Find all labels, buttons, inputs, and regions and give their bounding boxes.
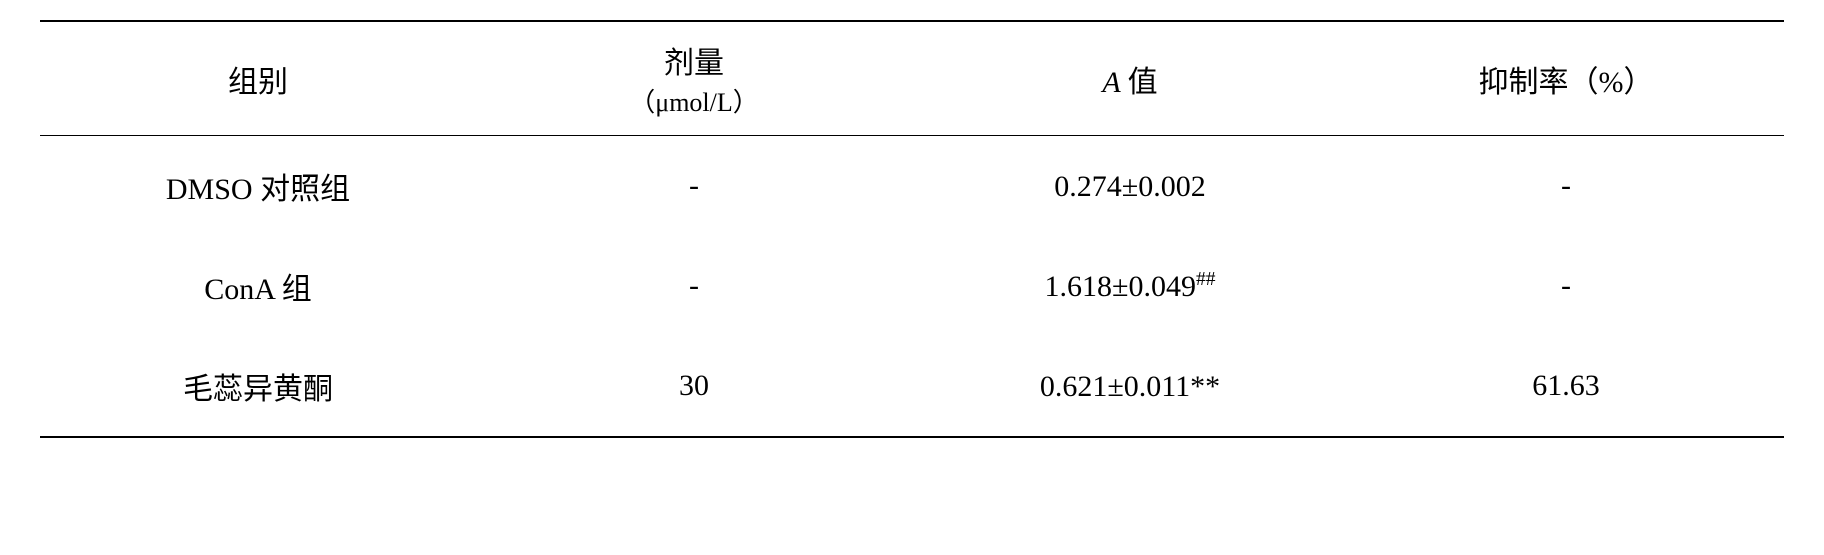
- col-header-dose-unit: （μmol/L）: [629, 88, 759, 117]
- col-header-a-label: 值: [1128, 66, 1158, 99]
- cell-a-value-sup: ##: [1196, 269, 1216, 290]
- cell-group: 毛蕊异黄酮: [40, 336, 476, 437]
- col-header-a-value: A 值: [912, 21, 1348, 136]
- col-header-a-prefix: A: [1102, 66, 1127, 99]
- cell-group: DMSO 对照组: [40, 136, 476, 237]
- col-header-group-label: 组别: [228, 66, 288, 99]
- cell-dose: -: [476, 136, 912, 237]
- cell-dose: -: [476, 236, 912, 336]
- table-row: 毛蕊异黄酮 30 0.621±0.011** 61.63: [40, 336, 1784, 437]
- cell-group: ConA 组: [40, 236, 476, 336]
- cell-inhibition: -: [1348, 236, 1784, 336]
- data-table: 组别 剂量 （μmol/L） A 值 抑制率（%） DMSO 对照组 - 0.2…: [40, 20, 1784, 438]
- cell-inhibition: 61.63: [1348, 336, 1784, 437]
- cell-inhibition: -: [1348, 136, 1784, 237]
- col-header-group: 组别: [40, 21, 476, 136]
- col-header-inhibition-label: 抑制率（%）: [1479, 66, 1654, 99]
- cell-a-value-text: 0.274±0.002: [1054, 170, 1205, 203]
- table-row: DMSO 对照组 - 0.274±0.002 -: [40, 136, 1784, 237]
- col-header-inhibition: 抑制率（%）: [1348, 21, 1784, 136]
- cell-a-value-text: 1.618±0.049: [1045, 270, 1196, 303]
- cell-dose: 30: [476, 336, 912, 437]
- table-row: ConA 组 - 1.618±0.049## -: [40, 236, 1784, 336]
- cell-a-value: 0.274±0.002: [912, 136, 1348, 237]
- col-header-dose-label: 剂量: [664, 47, 724, 80]
- cell-a-value: 0.621±0.011**: [912, 336, 1348, 437]
- cell-a-value-text: 0.621±0.011**: [1040, 370, 1220, 403]
- table-header-row: 组别 剂量 （μmol/L） A 值 抑制率（%）: [40, 21, 1784, 136]
- cell-a-value: 1.618±0.049##: [912, 236, 1348, 336]
- col-header-dose: 剂量 （μmol/L）: [476, 21, 912, 136]
